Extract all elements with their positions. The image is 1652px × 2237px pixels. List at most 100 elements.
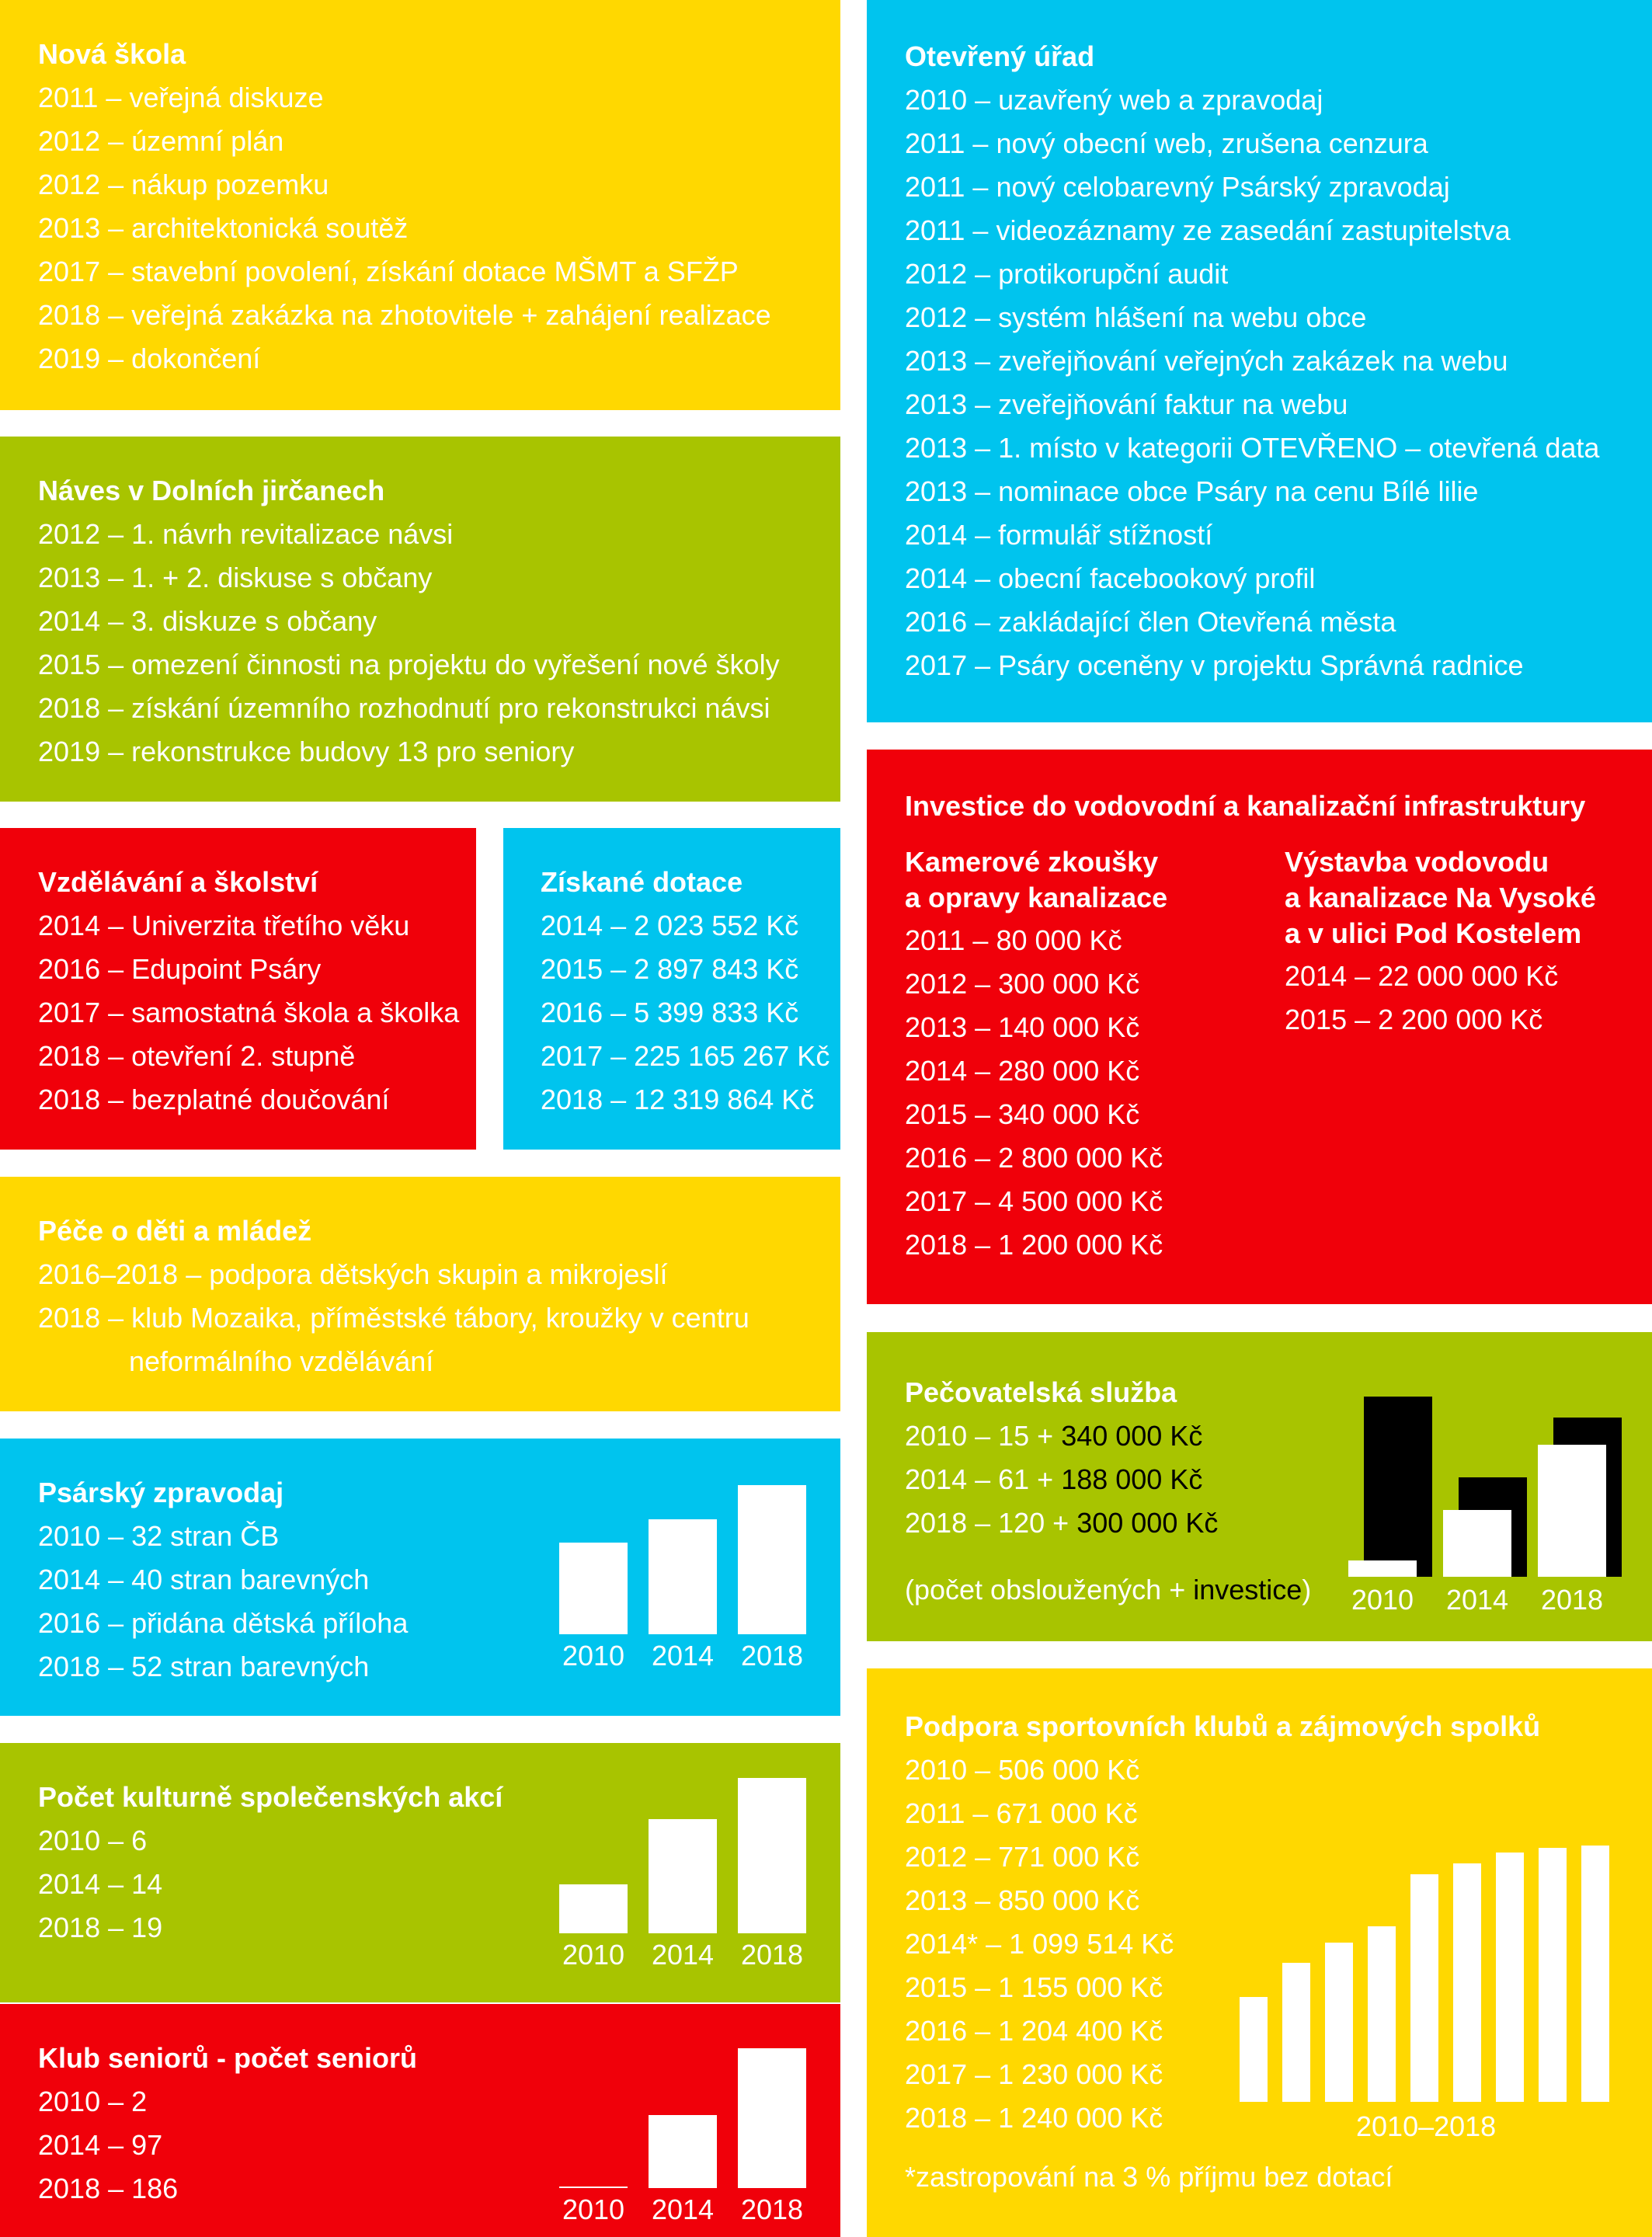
panel-title: Nová škola	[38, 38, 186, 70]
chart-bar	[1240, 1997, 1268, 2102]
list-item: 2014 – 97	[38, 2129, 163, 2161]
chart-bar	[1410, 1874, 1438, 2102]
panel-nova-skola: Nová škola 2011 – veřejná diskuze 2012 –…	[0, 0, 840, 410]
list-item: 2010 – uzavřený web a zpravodaj	[905, 84, 1323, 116]
panel-title: Klub seniorů - počet seniorů	[38, 2042, 418, 2074]
panel-title: Počet kulturně společenských akcí	[38, 1781, 503, 1813]
panel-kultura: Počet kulturně společenských akcí 2010 –…	[0, 1743, 840, 2002]
column-title: Kamerové zkoušky a opravy kanalizace	[905, 846, 1168, 913]
chart-bar	[559, 2187, 628, 2188]
panel-title: Péče o děti a mládež	[38, 1215, 312, 1247]
tick-label: 2018	[740, 1939, 804, 1971]
list-item: 2018 – 186	[38, 2173, 179, 2204]
chart-bar	[738, 2048, 806, 2188]
panel-pecovatelska: Pečovatelská služba 2010 – 15 + 340 000 …	[867, 1332, 1652, 1641]
tick-label: 2018	[740, 2194, 804, 2225]
panel-seniori: Klub seniorů - počet seniorů 2010 – 2 20…	[0, 2004, 840, 2237]
list-item: 2013 – architektonická soutěž	[38, 212, 409, 244]
panel-pece: Péče o děti a mládež 2016–2018 – podpora…	[0, 1177, 840, 1411]
list-item: 2014 – obecní facebookový profil	[905, 562, 1316, 594]
list-item: 2017 – 4 500 000 Kč	[905, 1185, 1163, 1217]
list-item: 2012 – 300 000 Kč	[905, 968, 1140, 1000]
list-item: 2011 – veřejná diskuze	[38, 82, 324, 113]
list-item: 2017 – 1 230 000 Kč	[905, 2058, 1163, 2090]
panel-title: Investice do vodovodní a kanalizační inf…	[905, 790, 1586, 822]
list-item: 2014* – 1 099 514 Kč	[905, 1928, 1174, 1960]
list-item: 2012 – územní plán	[38, 125, 284, 157]
investment-value: 340 000 Kč	[1061, 1420, 1203, 1452]
chart-bar	[738, 1778, 806, 1933]
list-item: 2010 – 506 000 Kč	[905, 1754, 1140, 1786]
investment-value: 300 000 Kč	[1076, 1507, 1219, 1539]
chart-bar	[649, 1819, 717, 1933]
chart-bar	[649, 2115, 717, 2188]
list-item: 2013 – nominace obce Psáry na cenu Bílé …	[905, 475, 1479, 507]
tick-label: 2010	[562, 2194, 625, 2225]
list-item: 2017 – 225 165 267 Kč	[541, 1040, 830, 1072]
list-item: 2015 – omezení činnosti na projektu do v…	[38, 649, 780, 680]
panel-naves: Náves v Dolních jirčanech 2012 – 1. návr…	[0, 437, 840, 802]
list-item: 2012 – 1. návrh revitalizace návsi	[38, 518, 454, 550]
list-item: 2012 – 771 000 Kč	[905, 1841, 1140, 1873]
investice-right-column: Výstavba vodovodu a kanalizace Na Vysoké…	[1285, 844, 1642, 1042]
list-item: 2018 – 1 240 000 Kč	[905, 2102, 1163, 2134]
list-item-continuation: neformálního vzdělávání	[129, 1345, 434, 1377]
list-item: 2011 – 671 000 Kč	[905, 1797, 1138, 1829]
list-item: 2010 – 15 + 340 000 Kč	[905, 1420, 1203, 1452]
tick-label: 2010	[562, 1640, 625, 1672]
tick-label: 2018	[1540, 1584, 1604, 1616]
chart-bar	[1539, 1848, 1567, 2102]
list-item: 2018 – 52 stran barevných	[38, 1651, 370, 1682]
panel-sport: Podpora sportovních klubů a zájmových sp…	[867, 1668, 1652, 2237]
panel-dotace: Získané dotace 2014 – 2 023 552 Kč 2015 …	[503, 828, 840, 1150]
tick-label: 2014	[651, 2194, 715, 2225]
tick-label: 2014	[1445, 1584, 1509, 1616]
list-item: 2015 – 340 000 Kč	[905, 1098, 1140, 1130]
panel-title: Získané dotace	[541, 866, 743, 898]
list-item: 2012 – nákup pozemku	[38, 169, 329, 200]
panel-title: Otevřený úřad	[905, 40, 1095, 72]
chart-bar	[1453, 1863, 1481, 2102]
list-item: 2018 – otevření 2. stupně	[38, 1040, 356, 1072]
list-item: 2013 – 1. místo v kategorii OTEVŘENO – o…	[905, 432, 1600, 464]
bar-chart: 2010 2014 2018	[559, 2039, 808, 2227]
x-axis-label: 2010–2018	[1356, 2110, 1497, 2142]
list-item: 2017 – samostatná škola a školka	[38, 997, 460, 1028]
list-item: 2013 – 1. + 2. diskuse s občany	[38, 562, 433, 593]
list-item: 2018 – 120 + 300 000 Kč	[905, 1507, 1219, 1539]
list-item: 2013 – zveřejňování veřejných zakázek na…	[905, 345, 1508, 377]
chart-bar	[1325, 1943, 1353, 2102]
list-item: 2014 – 14	[38, 1868, 163, 1900]
list-item: 2017 – stavební povolení, získání dotace…	[38, 256, 739, 287]
list-item: 2018 – získání územního rozhodnutí pro r…	[38, 692, 770, 724]
legend-note: (počet obsloužených + investice)	[905, 1574, 1312, 1606]
list-item: 2016 – 2 800 000 Kč	[905, 1142, 1163, 1174]
list-item: 2013 – 140 000 Kč	[905, 1011, 1140, 1043]
list-item: 2018 – bezplatné doučování	[38, 1084, 390, 1115]
investice-left-column: Kamerové zkoušky a opravy kanalizace 201…	[905, 844, 1270, 1267]
tick-label: 2018	[740, 1640, 804, 1672]
list-item: 2016 – zakládající člen Otevřená města	[905, 606, 1396, 638]
tick-label: 2010	[1351, 1584, 1414, 1616]
panel-title: Pečovatelská služba	[905, 1376, 1177, 1408]
panel-title: Psárský zpravodaj	[38, 1477, 284, 1508]
list-item: 2015 – 2 897 843 Kč	[541, 953, 799, 985]
tick-label: 2014	[651, 1939, 715, 1971]
list-item: 2014 – formulář stížností	[905, 519, 1213, 551]
list-item: 2011 – nový celobarevný Psárský zpravoda…	[905, 171, 1450, 203]
list-item: 2018 – 1 200 000 Kč	[905, 1229, 1163, 1261]
chart-bar-pocet	[1348, 1560, 1417, 1577]
list-item: 2010 – 6	[38, 1825, 148, 1856]
list-item: 2014 – 2 023 552 Kč	[541, 910, 799, 941]
panel-investice: Investice do vodovodní a kanalizační inf…	[867, 750, 1652, 1304]
list-item: 2019 – rekonstrukce budovy 13 pro senior…	[38, 736, 575, 767]
list-item: 2016 – 1 204 400 Kč	[905, 2015, 1163, 2047]
chart-bar-pocet	[1443, 1510, 1511, 1577]
footnote: *zastropování na 3 % příjmu bez dotací	[905, 2161, 1393, 2193]
list-item: 2019 – dokončení	[38, 343, 261, 374]
list-item: 2011 – nový obecní web, zrušena cenzura	[905, 127, 1428, 159]
stacked-bar-chart: 2010 2014 2018	[1348, 1379, 1643, 1616]
list-item: 2014 – 22 000 000 Kč	[1285, 960, 1559, 992]
list-item: 2014 – Univerzita třetího věku	[38, 910, 410, 941]
chart-bar	[559, 1884, 628, 1933]
